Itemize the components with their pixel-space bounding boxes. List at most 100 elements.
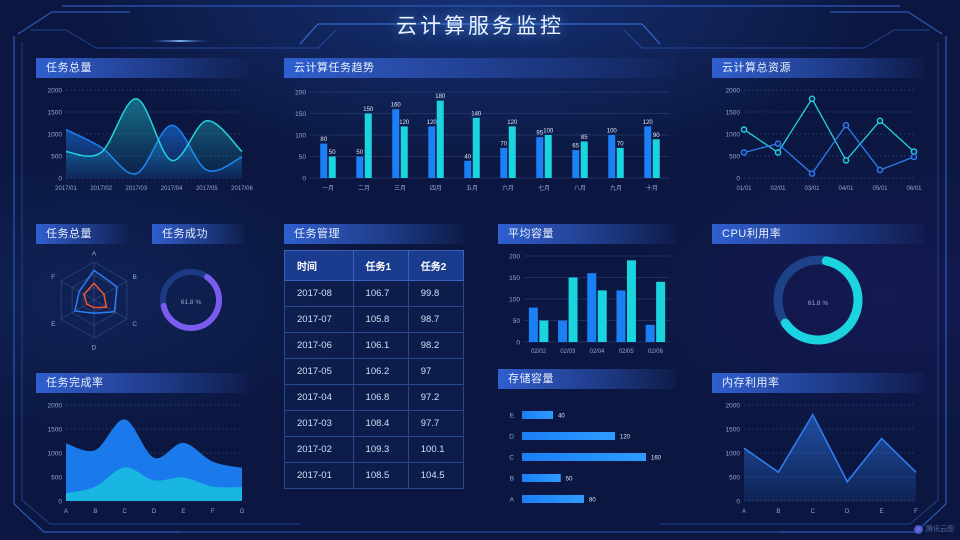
svg-text:85: 85 — [581, 135, 588, 141]
table-cell: 97 — [407, 358, 465, 385]
table-row[interactable]: 2017-05 106.2 97 — [284, 358, 465, 385]
svg-text:180: 180 — [435, 94, 446, 100]
svg-text:120: 120 — [620, 435, 631, 441]
table-row[interactable]: 2017-01 108.5 104.5 — [284, 462, 465, 489]
svg-text:1500: 1500 — [726, 427, 741, 434]
table-cell: 97.7 — [407, 410, 465, 437]
svg-text:2017/05: 2017/05 — [196, 186, 218, 192]
panel-title-task-success: 任务成功 — [152, 224, 244, 244]
svg-text:2000: 2000 — [48, 403, 63, 410]
svg-text:0: 0 — [736, 499, 740, 506]
panel-task-trend: 云计算任务趋势 0 50 100 150 200 80 50 一月 50 150 二月 160 120 三… — [284, 58, 676, 203]
svg-text:六月: 六月 — [502, 184, 514, 192]
panel-title-task-total-radar: 任务总量 — [36, 224, 128, 244]
table-row[interactable]: 2017-06 106.1 98.2 — [284, 332, 465, 359]
panel-task-total-radar: 任务总量 — [36, 224, 128, 244]
panel-storage-capacity: 存储容量 E 40 D 120 C 160 B 50 A 80 — [498, 369, 676, 515]
svg-text:05/01: 05/01 — [872, 186, 888, 192]
watermark-label: 腾讯云图 — [926, 526, 954, 533]
svg-text:120: 120 — [399, 120, 410, 126]
table-cell: 108.4 — [352, 410, 409, 437]
svg-text:95: 95 — [536, 131, 543, 137]
svg-text:120: 120 — [427, 120, 438, 126]
svg-text:C: C — [132, 321, 137, 328]
svg-text:0: 0 — [58, 499, 62, 506]
svg-text:90: 90 — [653, 133, 660, 139]
table-row[interactable]: 2017-08 106.7 99.8 — [284, 280, 465, 307]
table-row[interactable]: 2017-02 109.3 100.1 — [284, 436, 465, 463]
svg-text:500: 500 — [51, 475, 62, 482]
svg-text:100: 100 — [543, 129, 554, 135]
svg-text:61.8 %: 61.8 % — [808, 300, 828, 307]
svg-text:150: 150 — [509, 275, 520, 282]
svg-text:0: 0 — [302, 176, 306, 183]
svg-text:2000: 2000 — [726, 403, 741, 410]
table-cell: 106.8 — [352, 384, 409, 411]
svg-text:02/05: 02/05 — [619, 349, 635, 355]
panel-title-task-total-area: 任务总量 — [36, 58, 248, 78]
table-col-1: 任务1 — [352, 250, 409, 281]
svg-text:五月: 五月 — [466, 185, 478, 192]
table-cell: 2017-06 — [284, 332, 354, 359]
chart-task-trend: 0 50 100 150 200 80 50 一月 50 150 二月 160 120 三月 120 180 四… — [284, 78, 676, 203]
svg-text:1000: 1000 — [48, 132, 63, 139]
svg-text:01/01: 01/01 — [736, 186, 752, 192]
svg-text:100: 100 — [509, 297, 520, 304]
svg-text:B: B — [93, 509, 97, 515]
svg-text:1500: 1500 — [48, 110, 63, 117]
svg-text:50: 50 — [329, 150, 336, 156]
table-cell: 2017-02 — [284, 436, 354, 463]
svg-text:B: B — [133, 274, 137, 281]
svg-text:2017/04: 2017/04 — [161, 186, 183, 192]
panel-task-total-area: 任务总量 0 500 1000 1500 2000 2017/01 2017/02 2017/… — [36, 58, 254, 203]
svg-text:06/01: 06/01 — [906, 186, 922, 192]
svg-text:F: F — [51, 274, 55, 281]
chart-storage-capacity: E 40 D 120 C 160 B 50 A 80 — [498, 389, 676, 515]
svg-text:50: 50 — [513, 318, 521, 325]
chart-cpu-usage: 61.8 % — [712, 244, 924, 362]
svg-text:02/01: 02/01 — [770, 186, 786, 192]
svg-text:D: D — [92, 345, 97, 352]
table-row[interactable]: 2017-04 106.8 97.2 — [284, 384, 465, 411]
panel-title-task-complete: 任务完成率 — [36, 373, 248, 393]
table-cell: 2017-05 — [284, 358, 354, 385]
svg-text:A: A — [510, 497, 515, 504]
svg-text:2000: 2000 — [726, 88, 741, 95]
panel-memory-usage: 内存利用率 0 500 1000 1500 2000 A B C D E F — [712, 373, 924, 525]
svg-text:65: 65 — [572, 144, 579, 150]
panel-title-storage-capacity: 存储容量 — [498, 369, 676, 389]
svg-text:160: 160 — [391, 103, 402, 109]
svg-text:2000: 2000 — [48, 88, 63, 95]
chart-radar-and-donut: A B C D E F 61.8 % — [36, 248, 248, 360]
table-row[interactable]: 2017-03 108.4 97.7 — [284, 410, 465, 437]
panel-title-memory-usage: 内存利用率 — [712, 373, 924, 393]
svg-text:50: 50 — [566, 477, 573, 483]
panel-task-complete: 任务完成率 0 500 1000 1500 2000 A B C D E F G — [36, 373, 248, 525]
table-task-manage: 时间 任务1 任务2 2017-08 106.7 99.8 2017-07 105.8 98.… — [284, 244, 465, 489]
svg-text:二月: 二月 — [358, 185, 370, 192]
svg-text:E: E — [51, 321, 56, 328]
table-col-0: 时间 — [284, 250, 354, 281]
svg-text:D: D — [152, 509, 157, 515]
svg-text:1000: 1000 — [48, 451, 63, 458]
table-cell: 2017-01 — [284, 462, 354, 489]
table-cell: 106.1 — [352, 332, 409, 359]
table-cell: 106.7 — [352, 280, 409, 307]
svg-text:02/04: 02/04 — [589, 349, 605, 355]
table-cell: 2017-03 — [284, 410, 354, 437]
svg-text:40: 40 — [558, 414, 565, 420]
table-header-row: 时间 任务1 任务2 — [284, 250, 465, 281]
panel-avg-capacity: 平均容量 0 50 100 150 200 02/02 02/03 02/04 02/05 02/… — [498, 224, 676, 366]
svg-text:一月: 一月 — [322, 185, 334, 192]
panel-task-manage: 任务管理 时间 任务1 任务2 2017-08 106.7 99.8 2017-07 105… — [284, 224, 465, 489]
svg-text:C: C — [509, 455, 514, 462]
svg-text:100: 100 — [607, 129, 618, 135]
svg-text:D: D — [845, 509, 850, 515]
table-cell: 97.2 — [407, 384, 465, 411]
table-cell: 2017-04 — [284, 384, 354, 411]
table-row[interactable]: 2017-07 105.8 98.7 — [284, 306, 465, 333]
svg-text:2017/01: 2017/01 — [55, 186, 77, 192]
svg-text:七月: 七月 — [538, 184, 550, 192]
chart-task-complete: 0 500 1000 1500 2000 A B C D E F G — [36, 393, 248, 525]
watermark: 腾讯云图 — [914, 524, 954, 534]
